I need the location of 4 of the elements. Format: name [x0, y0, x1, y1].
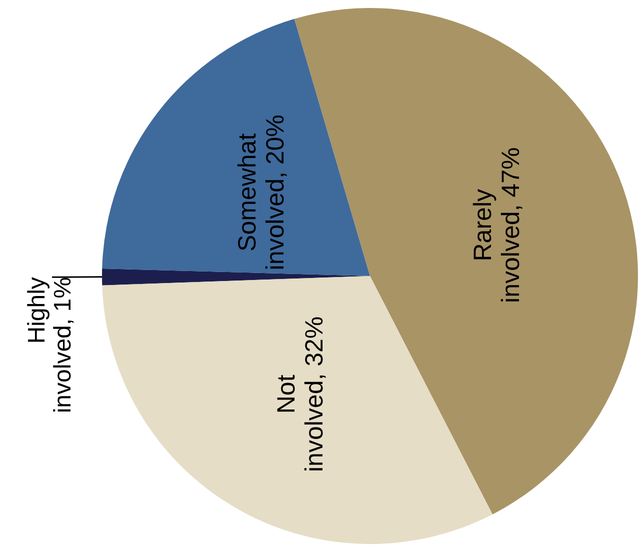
slice-label: Not involved, 32% — [272, 316, 329, 472]
slice-label: Rarely involved, 47% — [469, 147, 526, 303]
slice-label: Somewhat involved, 20% — [233, 114, 290, 270]
slice-label: Highly involved, 1% — [24, 277, 76, 414]
